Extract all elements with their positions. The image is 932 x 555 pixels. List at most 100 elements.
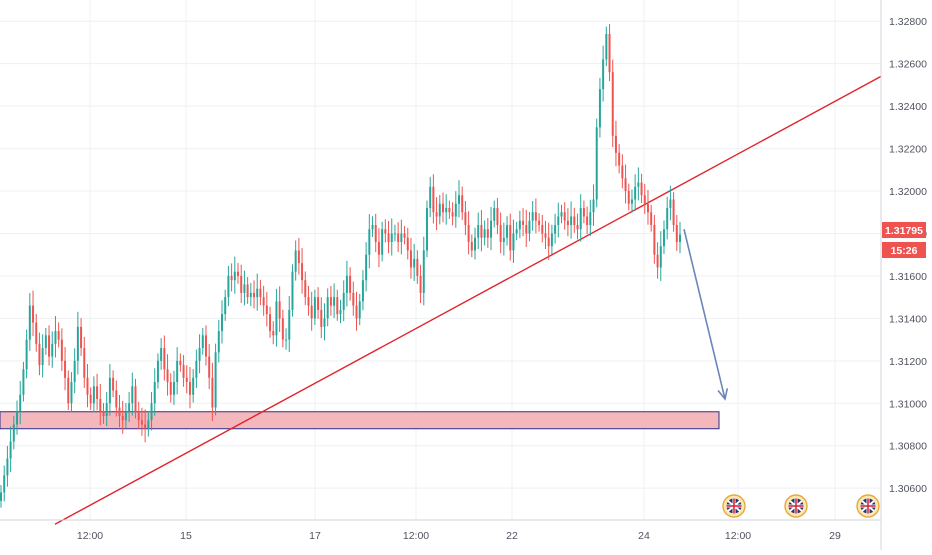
candle-body [25,339,28,370]
candle-body [480,224,483,238]
support-zone-group [0,411,720,430]
candle-body [393,233,396,235]
candle-body [169,382,172,395]
uk-flag-icon[interactable] [856,494,880,518]
candle-body [371,224,374,230]
candle-body [611,72,614,136]
candle-body [566,220,569,225]
candle-body [528,220,531,234]
candle-body [198,348,201,361]
candle-body [438,203,441,217]
candle-body [403,233,406,238]
candle-body [329,297,332,306]
candle-body [204,335,207,357]
candle-body [57,331,60,340]
candle-body [147,420,150,429]
candle-body [163,348,166,370]
time-axis[interactable]: 12:00 15 17 12:00 22 24 12:00 29 [77,530,841,542]
candle-body [259,288,262,298]
candle-body [89,394,92,404]
candle-body [675,224,678,242]
candle-body [554,224,557,234]
candle-body [656,254,659,268]
grid-lines [0,0,881,520]
candle-body [483,229,486,238]
candle-body [618,152,621,166]
candle-body [195,360,198,378]
candle-body [672,199,675,225]
candle-body [339,309,342,315]
uk-flag-icon[interactable] [722,494,746,518]
candle-body [531,212,534,221]
candle-body [361,280,364,302]
candle-body [650,212,653,225]
candle-body [570,216,573,225]
candle-body [310,305,313,319]
candle-body [419,275,422,293]
event-icons-group [722,494,880,518]
candle-body [76,326,79,361]
candle-body [550,233,553,247]
price-tick-label: 1.32400 [889,101,927,113]
candle-body [598,89,601,128]
price-tick-label: 1.32600 [889,59,927,71]
candle-body [128,403,131,412]
candle-body [179,360,182,366]
candle-body [653,224,656,255]
candle-body [67,377,70,404]
price-tick-label: 1.31200 [889,356,927,368]
uk-flag-icon[interactable] [784,494,808,518]
candle-body [496,208,499,225]
candle-body [281,318,284,340]
candle-body [352,292,355,306]
candle-body [534,212,537,221]
candle-body [278,301,281,319]
candle-body [461,195,464,213]
candle-body [96,386,99,400]
candle-body [493,208,496,221]
candle-body [105,403,108,416]
candle-body [313,297,316,319]
candle-body [265,305,268,315]
candle-body [333,297,336,306]
candle-body [621,165,624,179]
candle-body [51,343,54,357]
candle-body [605,33,608,60]
candle-body [115,390,118,408]
candle-body [448,208,451,213]
candle-body [377,241,380,255]
candle-body [646,203,649,213]
candle-body [275,301,278,336]
candle-body [336,297,339,315]
candle-body [381,229,384,255]
candle-body [60,339,63,361]
candle-body [19,394,22,412]
candle-body [150,403,153,421]
candle-body [608,33,611,73]
candle-body [121,416,124,421]
candle-body [355,305,358,319]
candle-body [435,212,438,217]
time-tick-label: 22 [506,530,518,542]
candle-body [131,386,134,404]
candle-body [445,208,448,213]
candle-body [249,292,252,298]
candle-body [160,348,163,361]
last-price-tag[interactable]: 1.31795 15:26 [882,222,926,258]
time-tick-label: 12:00 [403,530,429,542]
candle-body [454,203,457,217]
candle-body [679,234,681,242]
candle-body [624,178,627,192]
candle-body [144,424,147,429]
price-tick-label: 1.32000 [889,186,927,198]
candle-body [342,292,345,310]
candle-body [432,186,435,213]
candle-body [416,258,419,276]
candle-body [294,250,297,272]
candle-body [233,271,236,281]
price-tick-label: 1.32200 [889,144,927,156]
candle-body [70,382,73,404]
candle-body [477,224,480,238]
